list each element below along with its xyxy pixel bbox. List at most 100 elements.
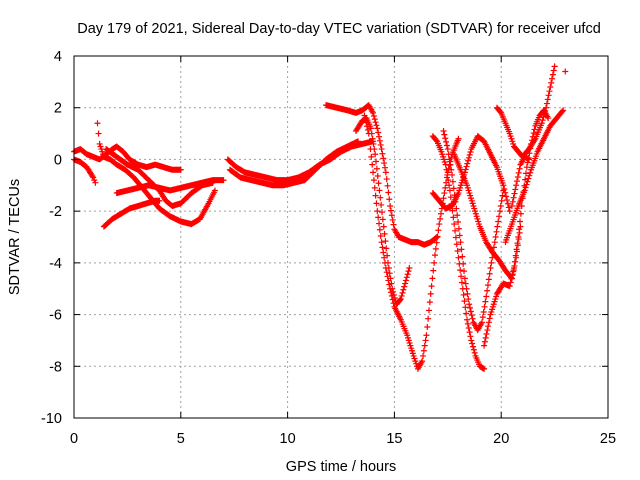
data-point [486,315,493,322]
data-point [398,292,405,299]
data-point [92,179,99,186]
data-point [388,292,395,299]
data-point [379,216,386,223]
data-point [211,187,218,194]
data-point [209,179,216,186]
data-point [370,109,377,116]
data-point [440,195,447,202]
data-point [385,189,392,196]
data-point [459,253,466,260]
data-point [466,329,473,336]
data-point [453,205,460,212]
data-point [494,223,501,230]
data-point [547,84,554,91]
data-point [483,293,490,300]
data-point [437,210,444,217]
data-point [481,303,488,310]
data-point [527,169,534,176]
data-point [484,282,491,289]
y-tick-label: -10 [41,411,62,427]
axis-ticks: 0 5 10 15 20 25 -10 -8 -6 -4 -2 0 2 4 [41,49,616,447]
data-point [422,337,429,344]
data-point [478,319,485,326]
data-point [446,182,453,189]
data-point [372,119,379,126]
y-tick-label: 4 [54,49,62,65]
data-point [453,241,460,248]
data-point [464,320,471,327]
data-point [375,180,382,187]
data-point [437,215,444,222]
data-point [562,68,569,75]
data-point [550,67,557,74]
y-axis-label: SDTVAR / TECUs [7,179,23,295]
data-point [378,239,385,246]
data-point [466,151,473,158]
data-point [511,265,518,272]
data-point [386,281,393,288]
data-point [433,239,440,246]
data-point [363,119,370,126]
data-point [402,280,409,287]
data-point [525,156,532,163]
data-point [515,234,522,240]
data-point [485,323,492,330]
data-point [511,190,518,197]
x-axis-label: GPS time / hours [286,459,396,475]
y-tick-label: -8 [49,359,62,375]
data-point [481,338,488,345]
data-point [444,146,451,153]
data-point [509,272,516,279]
data-point [365,130,372,137]
data-point [545,92,552,99]
data-point [543,104,550,111]
data-point [487,265,494,272]
data-point [517,210,524,217]
data-point [440,127,447,134]
data-point [485,319,492,326]
data-point [374,125,381,132]
data-point [379,150,386,157]
data-point [431,259,438,266]
x-tick-label: 10 [280,431,296,447]
data-point [362,116,369,123]
data-point [481,365,488,372]
data-point [445,177,452,184]
data-point [511,258,518,265]
data-point [381,230,388,237]
data-point [461,268,468,275]
data-point [156,197,163,204]
data-point [551,63,558,70]
data-point [460,260,467,267]
data-point [436,221,443,228]
data-point [372,192,379,199]
data-point [455,219,462,226]
data-point [496,208,503,215]
y-tick-label: -4 [49,256,62,272]
data-point [484,327,491,334]
data-point [482,334,489,341]
data-point [387,207,394,214]
plot-frame [73,55,609,419]
data-point [382,164,389,171]
data-point [465,296,472,303]
data-point [531,137,538,144]
data-point [512,186,519,193]
data-point [382,259,389,266]
data-point [443,138,450,145]
data-point [526,172,533,179]
data-point [375,129,382,136]
data-point [470,343,477,350]
data-point [371,184,378,191]
data-point [483,330,490,337]
data-point [464,160,471,167]
data-point [389,296,396,303]
data-point [373,122,380,129]
data-point [543,100,550,107]
data-point [449,171,456,178]
data-point [465,157,472,164]
data-point [405,268,412,275]
data-point [467,304,474,311]
y-tick-label: 2 [54,101,62,117]
